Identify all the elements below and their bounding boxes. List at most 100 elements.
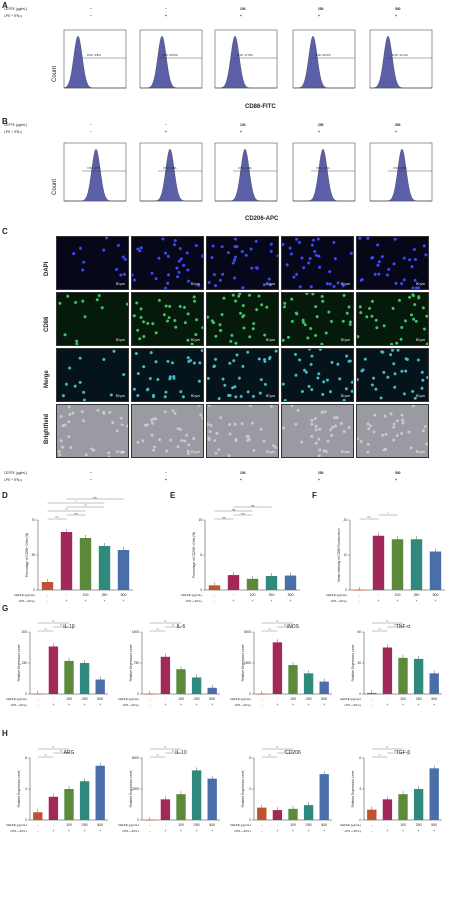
x-tick-lps: + [52,703,54,707]
bar [64,660,74,694]
x-tick-lps: - [261,703,263,707]
lps-value: − [90,478,92,482]
x-tick-lps: + [292,829,294,833]
cefe-value: − [165,123,167,127]
y-tick-label: 0 [200,588,202,592]
bar [227,575,240,590]
x-label-lps: LPS + IFN-γ [123,829,140,833]
sig-label: ** [44,754,47,758]
lps-value: + [395,130,397,134]
x-tick-cef: 250 [102,593,108,597]
x-tick-lps: + [433,703,435,707]
scale-bar-label: 50 μm [115,337,125,342]
x-tick-cef: 500 [209,823,215,827]
bar [319,774,329,820]
y-axis-label: Percentage of CD206+ Cells (%) [192,532,196,578]
x-tick-lps: + [276,703,278,707]
x-tick-cef: - [165,823,167,827]
y-tick-label: 0 [359,818,361,822]
cefe-value: − [90,123,92,127]
scale-bar-label: 50 μm [265,281,275,286]
cefe-label: CEFFE (μg/mL) [4,7,28,11]
x-tick-lps: + [323,829,325,833]
y-tick-label: 5 [249,756,251,760]
sig-label: ** [276,746,279,750]
micrograph-tile: 50 μm [356,236,429,290]
x-tick-lps: - [371,829,373,833]
cefe-value: 250 [318,123,324,127]
y-axis-label: Relative Expression Level [241,644,245,681]
sig-label: ** [386,620,389,624]
lps-value: + [240,14,242,18]
micrograph-tile: 50 μm [56,404,129,458]
x-tick-lps: + [289,599,291,603]
sig-label: ** [172,750,175,754]
flow-xlabel-a: CD86-FITC [245,104,276,110]
x-tick-cef: - [277,823,279,827]
x-tick-cef: - [233,593,235,597]
cefe-value: 500 [395,471,401,475]
bar [413,789,424,820]
sig-label: ** [156,754,159,758]
x-tick-lps: - [149,703,151,707]
scale-bar-label: 50 μm [190,449,200,454]
micrograph-tile: 50 μm [56,348,129,402]
cefe-value: 500 [395,123,401,127]
micrograph-tile: 50 μm [356,292,429,346]
gate-label: P10: 28% [393,166,406,170]
x-tick-cef: 100 [290,823,296,827]
bar [265,576,278,590]
x-tick-cef: 250 [416,823,422,827]
bar [79,781,90,820]
y-axis-label: Percentage of CD86+ Cells (%) [25,533,29,578]
scale-bar-label: 50 μm [115,393,125,398]
x-tick-cef: 100 [66,697,72,701]
cefe-value: 100 [240,123,246,127]
cefe-value: − [165,471,167,475]
y-tick-label: 150 [22,661,28,665]
x-label-lps: LPS + IFN-γ [11,703,28,707]
bar [160,656,171,694]
bar [257,693,267,695]
lps-value: + [395,478,397,482]
lps-label: LPS + IFN-γ [4,130,23,134]
bar [145,819,155,821]
lps-value: + [240,478,242,482]
x-tick-cef: 250 [194,697,200,701]
bar [95,765,105,820]
scale-bar-label: 50 μm [115,281,125,286]
x-tick-lps: + [180,829,182,833]
flow-xlabel-b: CD206-APC [245,216,279,222]
x-tick-cef: 500 [209,697,215,701]
y-tick-label: 6 [359,756,361,760]
lps-value: − [90,130,92,134]
bar [382,647,393,694]
lps-value: − [90,14,92,18]
micrograph-tile: 50 μm [206,292,279,346]
micrograph-tile: 50 μm [281,236,354,290]
histogram-panel: P10: 29.5% [139,29,203,89]
y-tick-label: 8 [25,756,27,760]
bar [303,805,314,820]
bar [429,551,442,590]
x-tick-cef: 100 [400,823,406,827]
sig-label: * [387,512,389,516]
x-label-cef: CEFFE (μg/mL) [6,697,27,701]
chart-title: TGF-β [396,750,411,756]
bar-chart: Percentage of CD206+ Cells (%) - - - +100 +25… [181,504,300,603]
sig-label: ** [378,754,381,758]
x-tick-cef: 250 [416,697,422,701]
histogram-curve [214,35,277,89]
x-tick-lps: + [84,703,86,707]
x-tick-cef: - [149,697,151,701]
sig-label: ** [268,754,271,758]
panel-label-h: H [2,729,8,738]
chart-title: TNF-α [396,624,410,630]
micrograph-tile: 50 μm [281,404,354,458]
sig-label: ** [156,628,159,632]
y-tick-label: 0 [25,818,27,822]
lps-value: + [318,130,320,134]
x-tick-cef: 500 [288,593,294,597]
bar [353,590,366,591]
micrograph-tile: 50 μm [206,236,279,290]
